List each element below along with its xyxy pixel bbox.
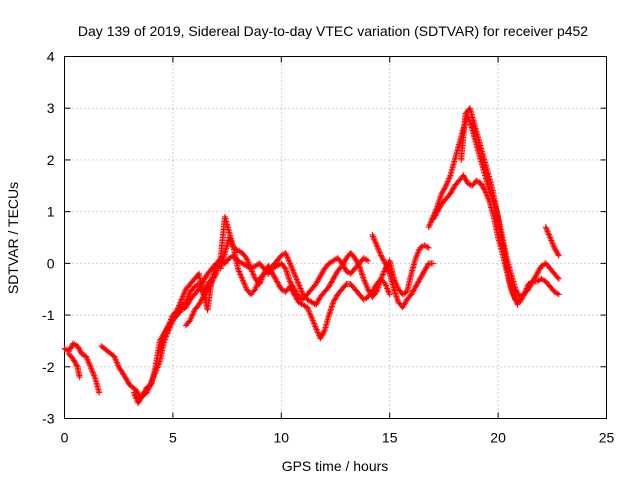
plus-markers <box>61 340 103 396</box>
y-tick-label: 4 <box>47 49 55 65</box>
x-tick-label: 5 <box>169 430 177 446</box>
plus-markers <box>542 224 562 259</box>
x-tick-label: 15 <box>382 430 398 446</box>
x-tick-label: 25 <box>599 430 615 446</box>
chart-title: Day 139 of 2019, Sidereal Day-to-day VTE… <box>78 23 588 39</box>
plus-markers <box>430 172 562 306</box>
y-tick-label: 3 <box>47 100 55 116</box>
y-tick-label: 2 <box>47 152 55 168</box>
plus-markers <box>156 252 372 355</box>
y-tick-labels: -3 -2 -1 0 1 2 3 4 <box>42 49 55 427</box>
data-points <box>61 105 562 406</box>
y-tick-label: -3 <box>42 411 55 427</box>
x-tick-label: 10 <box>274 430 290 446</box>
y-tick-label: -2 <box>42 359 55 375</box>
y-tick-label: 1 <box>47 204 55 220</box>
x-tick-labels: 0 5 10 15 20 25 <box>61 430 615 446</box>
axis-ticks <box>64 56 607 419</box>
y-tick-label: 0 <box>47 255 55 271</box>
series-track-l <box>542 224 562 259</box>
series-track-b <box>65 350 83 381</box>
y-tick-label: -1 <box>42 307 55 323</box>
series-track-a <box>61 340 103 396</box>
series-track-j <box>430 172 562 306</box>
plus-markers <box>458 105 521 308</box>
series-track-e <box>156 252 372 355</box>
plus-markers <box>65 350 83 381</box>
plot-frame <box>64 56 607 419</box>
x-tick-label: 0 <box>61 430 69 446</box>
x-axis-label: GPS time / hours <box>282 458 389 474</box>
y-axis-label: SDTVAR / TECUs <box>5 182 21 294</box>
plus-markers <box>369 231 437 311</box>
x-tick-label: 20 <box>490 430 506 446</box>
grid <box>64 56 607 419</box>
series-track-k <box>458 105 521 308</box>
series-track-h <box>369 231 437 311</box>
